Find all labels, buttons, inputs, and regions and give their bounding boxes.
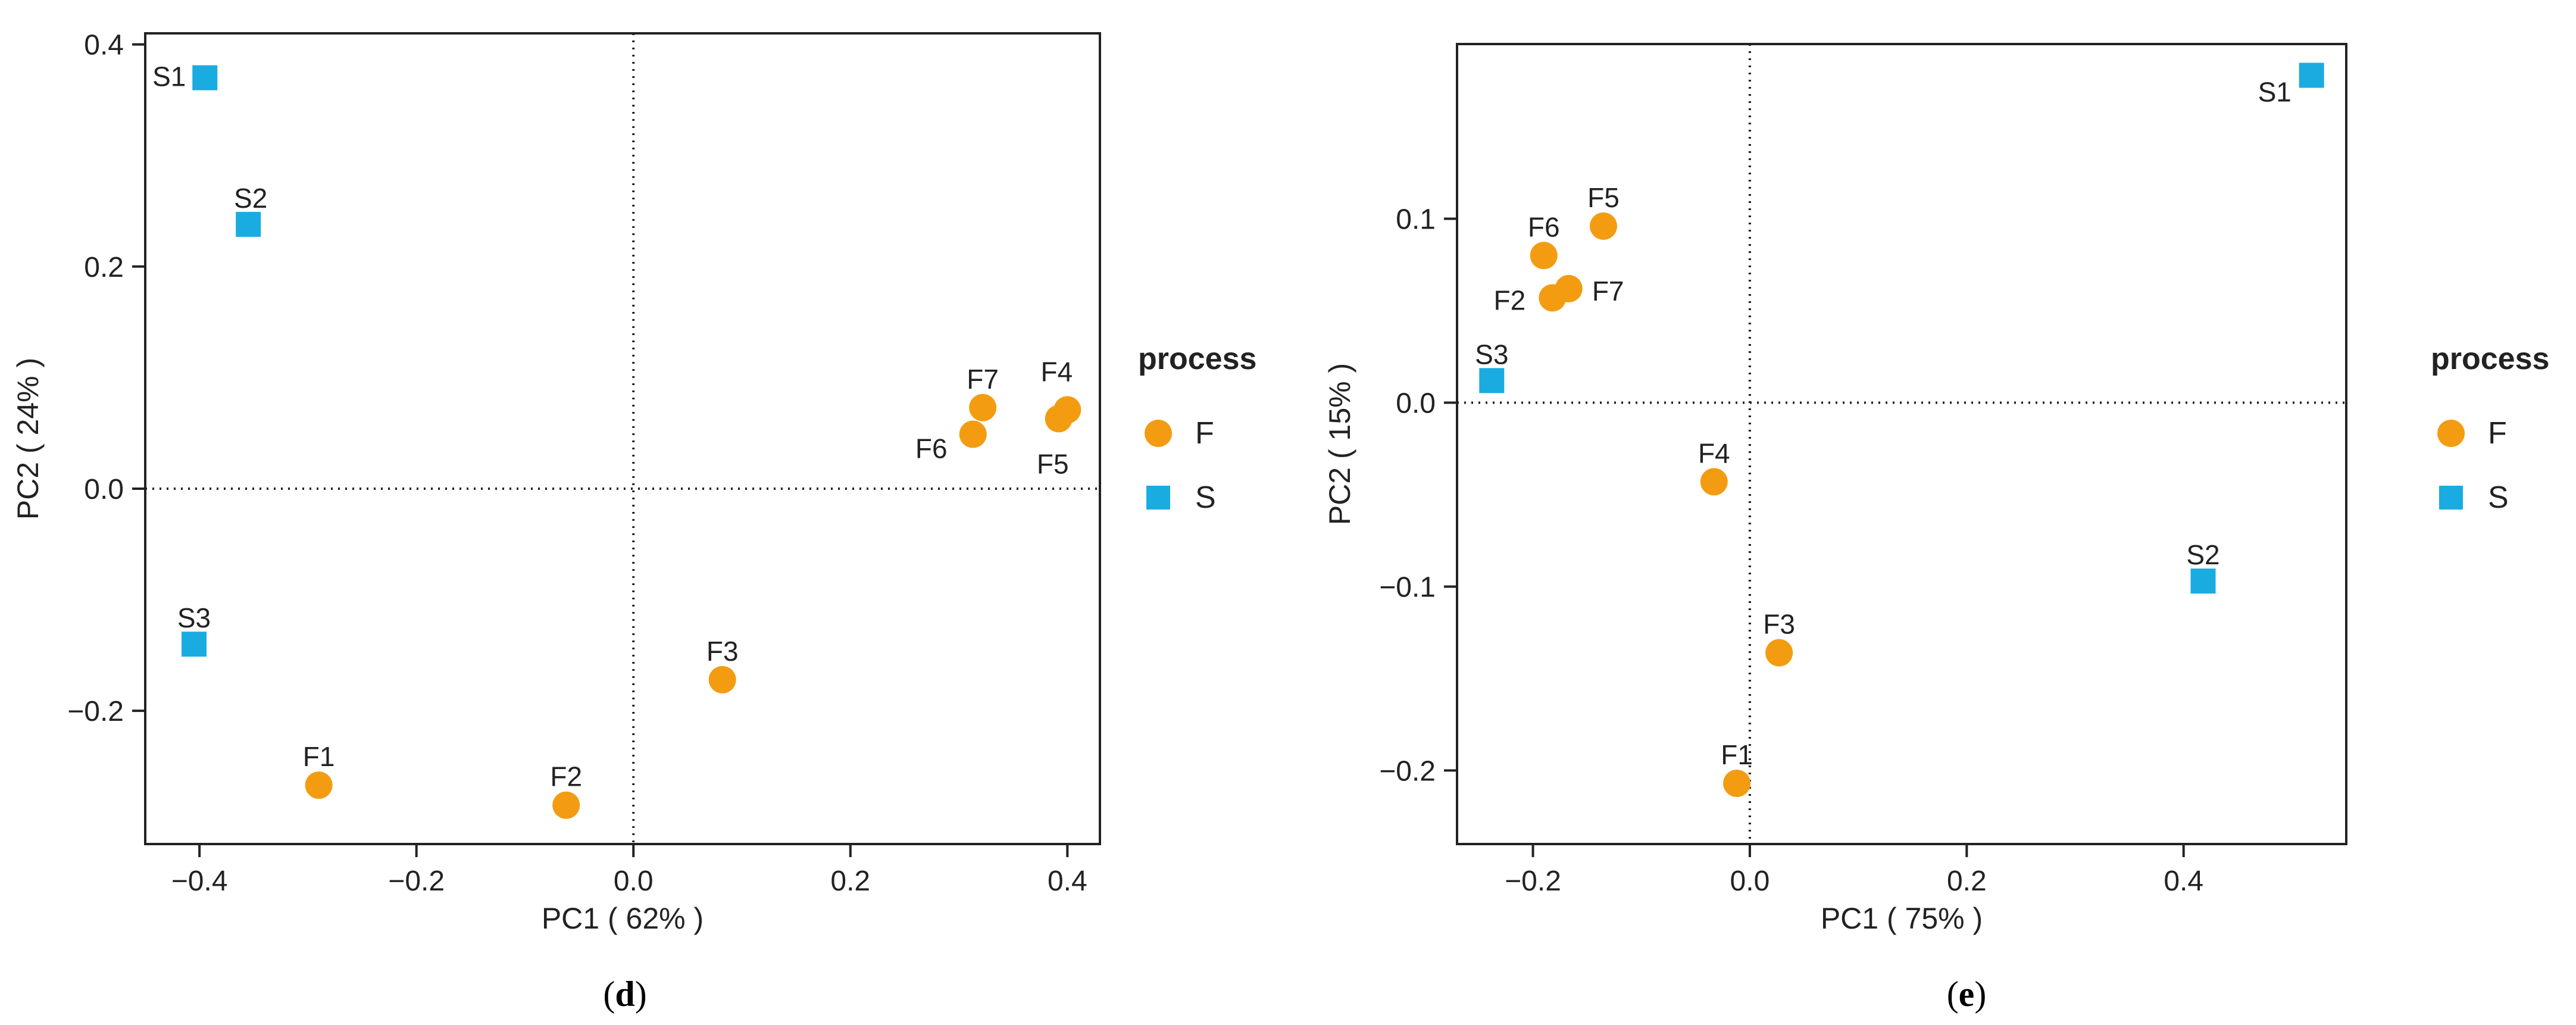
x-axis-label: PC1 ( 75% ) bbox=[1821, 902, 1983, 935]
y-tick-label: 0.2 bbox=[84, 252, 124, 283]
y-tick-label: 0.1 bbox=[1396, 204, 1436, 236]
y-tick-label: 0.0 bbox=[1396, 388, 1436, 419]
y-axis-label: PC2 ( 15% ) bbox=[1323, 363, 1356, 525]
point-label-f2: F2 bbox=[1493, 285, 1525, 315]
legend-key-square bbox=[2439, 486, 2463, 510]
legend-label-f: F bbox=[2488, 416, 2507, 451]
point-label-f3: F3 bbox=[1763, 609, 1795, 640]
point-label-s2: S2 bbox=[2186, 539, 2219, 570]
point-label-f6: F6 bbox=[915, 433, 948, 464]
panel-caption: (d) bbox=[603, 974, 646, 1014]
point-circle-f3 bbox=[708, 665, 736, 693]
x-tick-label: 0.4 bbox=[2164, 865, 2203, 897]
y-axis-label: PC2 ( 24% ) bbox=[11, 358, 45, 520]
plot-frame bbox=[144, 32, 1101, 845]
panel-caption: (e) bbox=[1947, 974, 1987, 1014]
y-tick-label: −0.2 bbox=[67, 696, 124, 727]
legend-title: process bbox=[2431, 342, 2549, 376]
panel-e-pca-plot: −0.2 0.0 0.2 0.4 −0.2 −0.1 0.0 0.1 PC1 ( 75% ) PC… bbox=[1323, 43, 2549, 1014]
legend-key-square bbox=[1146, 486, 1170, 510]
legend-label-s: S bbox=[2488, 480, 2509, 515]
point-label-f7: F7 bbox=[1592, 276, 1624, 307]
point-square-s3 bbox=[1479, 368, 1505, 393]
x-tick-label: 0.0 bbox=[1730, 865, 1770, 897]
point-square-s2 bbox=[236, 211, 261, 237]
x-tick-label: 0.2 bbox=[1947, 865, 1987, 897]
legend-key-circle bbox=[2437, 420, 2465, 447]
x-tick-label: −0.2 bbox=[388, 865, 445, 897]
x-tick-label: 0.2 bbox=[830, 865, 870, 897]
point-circle-f5 bbox=[1045, 405, 1073, 433]
y-tick-label: −0.2 bbox=[1379, 755, 1436, 787]
point-circle-f3 bbox=[1765, 639, 1793, 667]
point-circle-f1 bbox=[305, 771, 333, 799]
point-label-f1: F1 bbox=[303, 741, 335, 772]
y-tick-label: 0.4 bbox=[84, 30, 124, 61]
panel-caption-letter: d bbox=[615, 974, 634, 1014]
point-circle-f7 bbox=[969, 393, 997, 421]
plot-frame bbox=[1456, 43, 2347, 845]
panel-d-pca-plot: −0.4 −0.2 0.0 0.2 0.4 −0.2 0.0 0.2 0.4 PC1 ( 62% … bbox=[11, 30, 1256, 1014]
x-tick-label: 0.4 bbox=[1048, 865, 1087, 897]
point-circle-f7 bbox=[1555, 274, 1583, 302]
legend-label-f: F bbox=[1195, 416, 1214, 451]
point-circle-f5 bbox=[1589, 212, 1617, 240]
x-tick-label: −0.4 bbox=[171, 865, 228, 897]
point-label-s3: S3 bbox=[177, 602, 211, 633]
point-square-s3 bbox=[182, 632, 207, 657]
point-circle-f6 bbox=[959, 420, 987, 448]
x-tick-label: −0.2 bbox=[1505, 865, 1561, 897]
point-label-s2: S2 bbox=[234, 183, 267, 214]
point-square-s1 bbox=[2299, 62, 2324, 88]
y-tick-label: 0.0 bbox=[84, 474, 124, 505]
point-label-s1: S1 bbox=[152, 61, 186, 92]
point-label-f6: F6 bbox=[1528, 211, 1560, 242]
point-label-f1: F1 bbox=[1721, 739, 1753, 770]
point-label-s1: S1 bbox=[2258, 77, 2291, 108]
point-circle-f2 bbox=[552, 791, 580, 819]
point-circle-f4 bbox=[1700, 468, 1728, 496]
x-tick-label: 0.0 bbox=[614, 865, 654, 897]
point-square-s2 bbox=[2190, 568, 2216, 594]
point-label-f7: F7 bbox=[967, 364, 999, 395]
point-label-f5: F5 bbox=[1037, 448, 1069, 479]
point-label-f2: F2 bbox=[550, 761, 582, 792]
point-square-s1 bbox=[192, 65, 218, 90]
point-circle-f6 bbox=[1530, 242, 1558, 270]
point-label-f5: F5 bbox=[1587, 182, 1620, 213]
point-label-s3: S3 bbox=[1475, 339, 1508, 370]
point-label-f3: F3 bbox=[706, 636, 739, 667]
panel-caption-letter: e bbox=[1959, 974, 1975, 1014]
point-label-f4: F4 bbox=[1698, 438, 1730, 468]
y-tick-label: −0.1 bbox=[1379, 571, 1436, 603]
point-label-f4: F4 bbox=[1040, 356, 1073, 387]
x-axis-label: PC1 ( 62% ) bbox=[542, 902, 704, 935]
legend-title: process bbox=[1138, 342, 1256, 376]
legend-label-s: S bbox=[1195, 480, 1216, 515]
point-circle-f1 bbox=[1723, 770, 1751, 798]
legend-key-circle bbox=[1145, 420, 1172, 447]
